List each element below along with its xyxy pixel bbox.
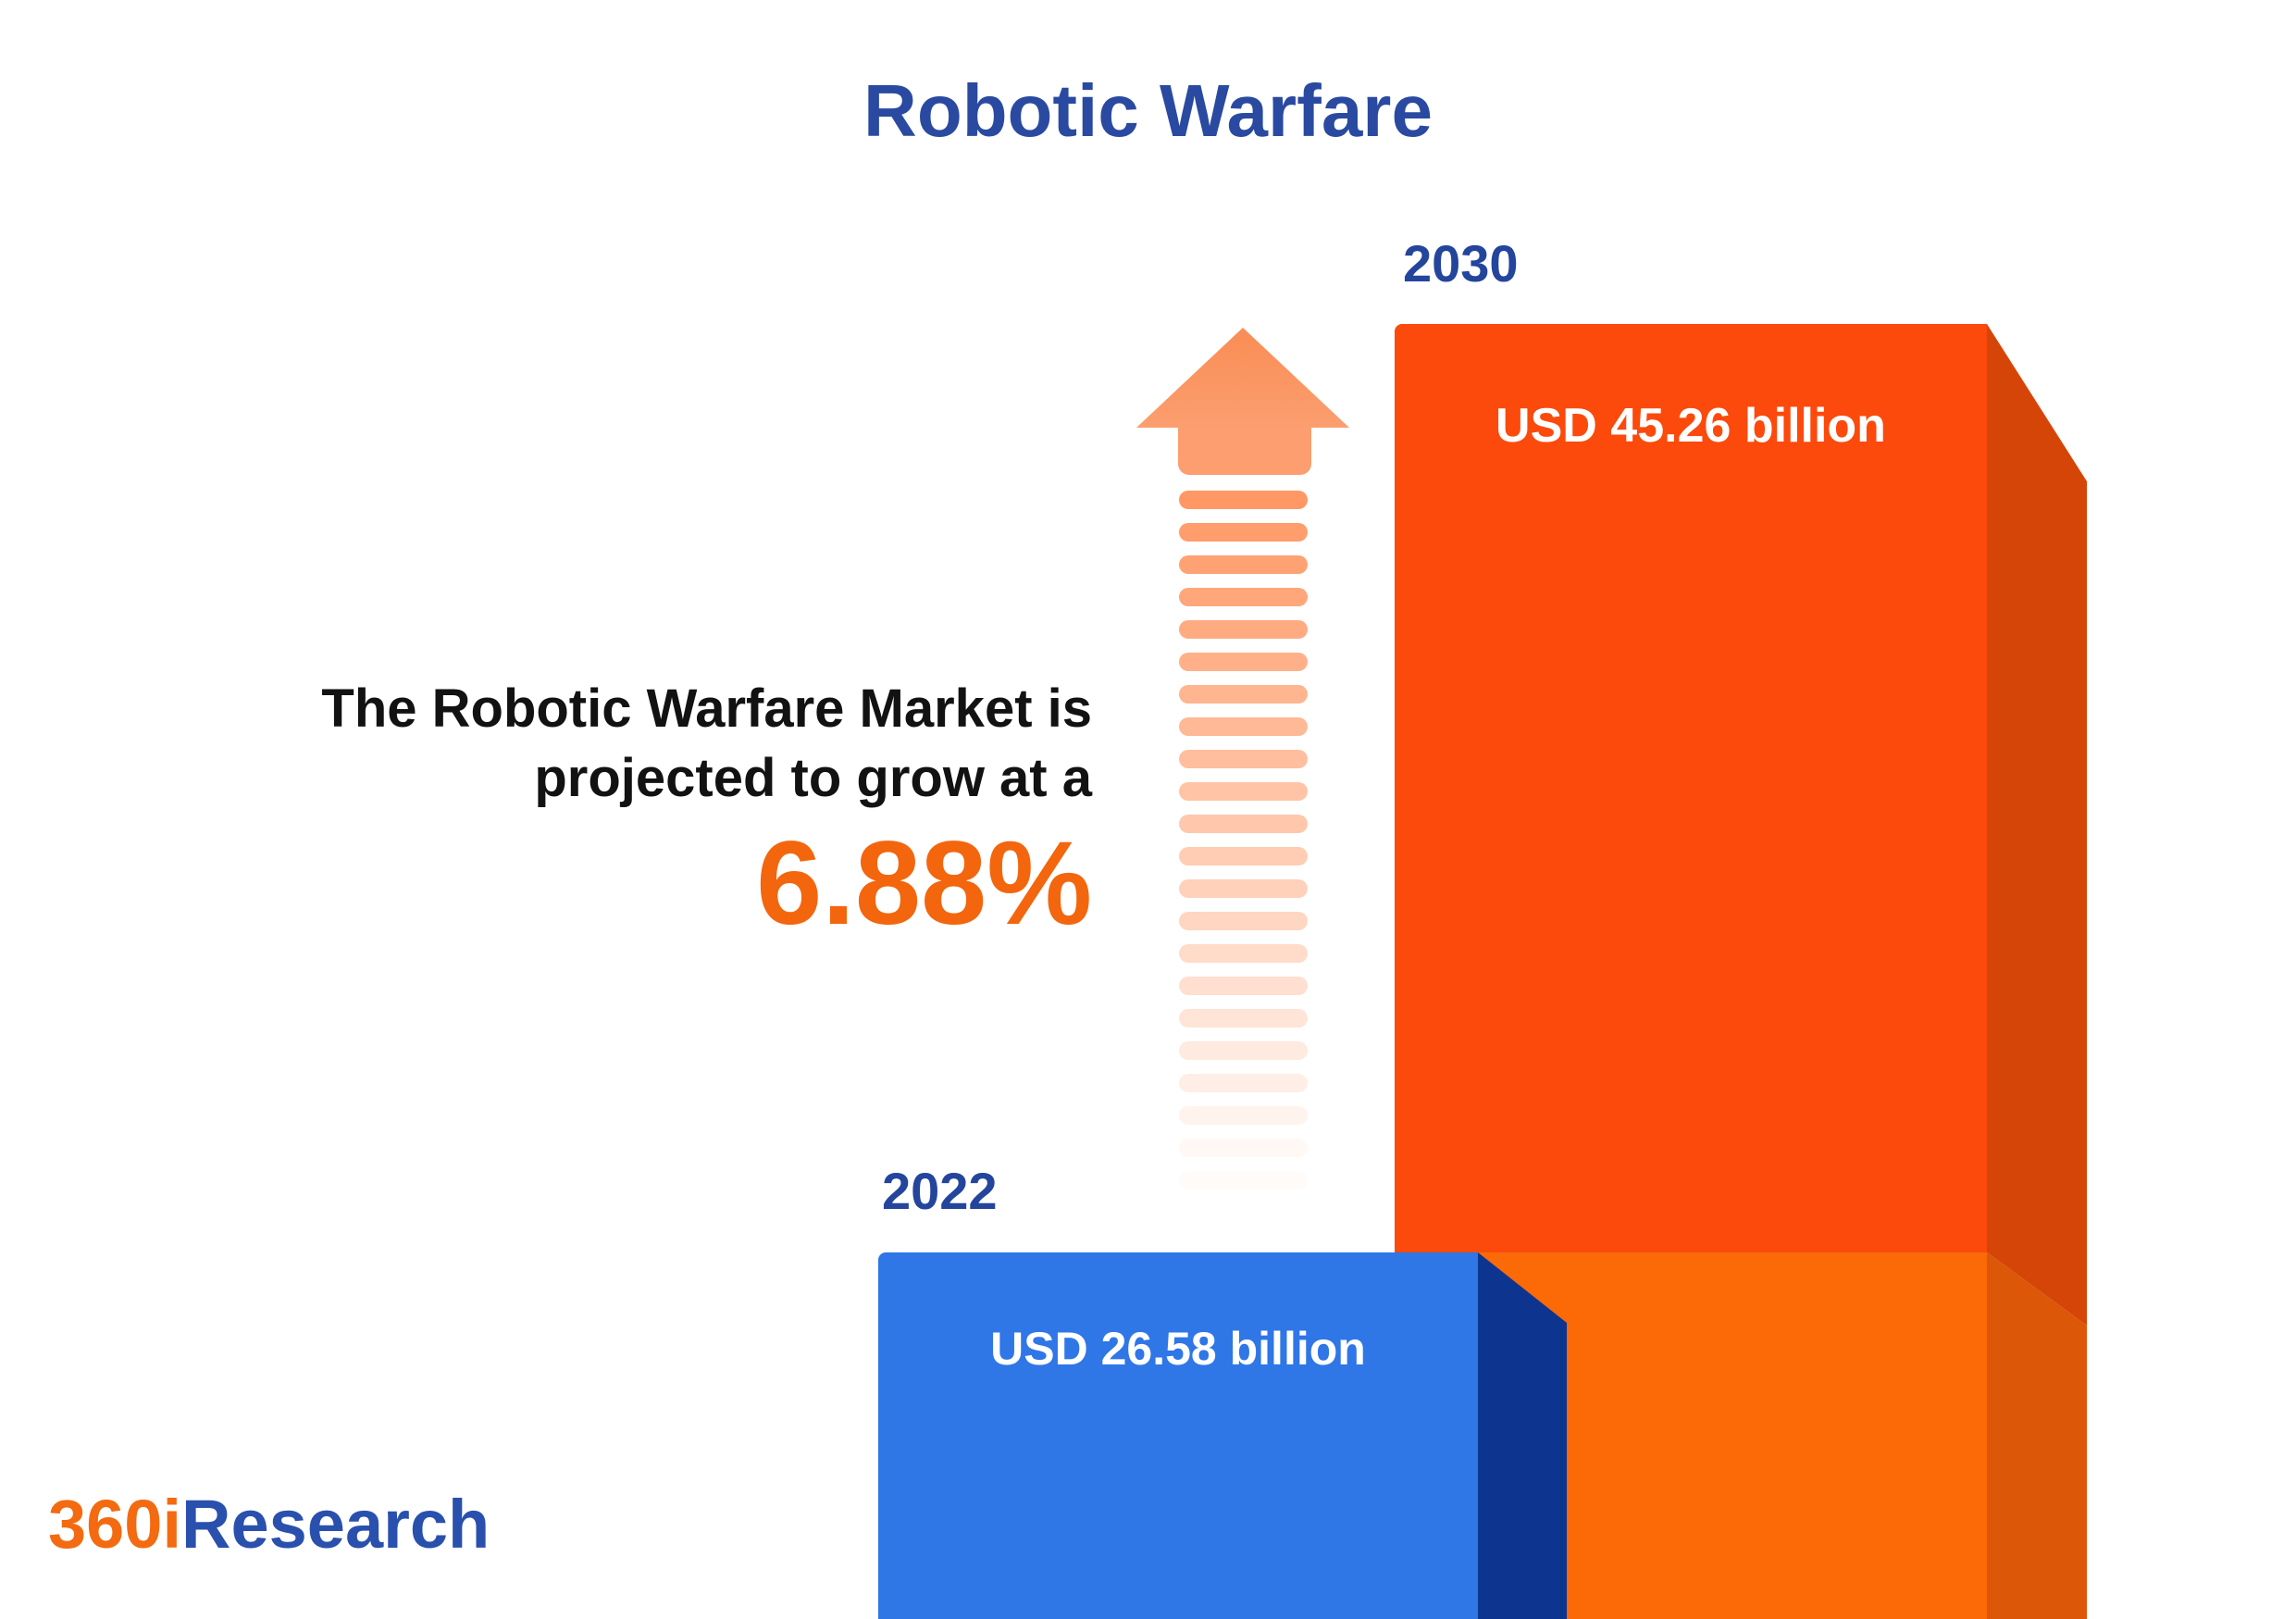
arrow-head-icon xyxy=(1136,328,1349,428)
logo-prefix: 360i xyxy=(48,1486,182,1563)
bar-2030-value-label: USD 45.26 billion xyxy=(1496,399,1886,453)
bar-2022-year-label: 2022 xyxy=(882,1162,998,1220)
growth-summary-line2: projected to grow at a xyxy=(534,748,1092,808)
arrow-dash xyxy=(1179,1106,1308,1125)
arrow-dash xyxy=(1179,491,1308,509)
arrow-dash xyxy=(1179,685,1308,704)
arrow-dash xyxy=(1179,879,1308,898)
bar-2022-value-label: USD 26.58 billion xyxy=(990,1323,1366,1375)
growth-rate-value: 6.88% xyxy=(756,817,1092,950)
logo: 360iResearch xyxy=(48,1485,490,1564)
bar-2022-front-face xyxy=(878,1252,1478,1619)
arrow-dash xyxy=(1179,588,1308,606)
arrow-dash xyxy=(1179,944,1308,963)
bar-2030-side-face-lower xyxy=(1987,1252,2087,1619)
growth-summary-line1: The Robotic Warfare Market is xyxy=(321,679,1092,739)
arrow-dash xyxy=(1179,1009,1308,1027)
arrow-dash xyxy=(1179,717,1308,736)
arrow-dash xyxy=(1179,1074,1308,1092)
arrow-neck xyxy=(1178,426,1311,475)
arrow-dash xyxy=(1179,782,1308,801)
bar-2030-side-face xyxy=(1987,324,2087,1326)
arrow-dash xyxy=(1179,847,1308,866)
logo-suffix: Research xyxy=(181,1486,490,1563)
growth-summary: The Robotic Warfare Market is projected … xyxy=(321,674,1092,944)
bar-2030-front-face xyxy=(1395,324,1987,1252)
arrow-dash xyxy=(1179,750,1308,768)
arrow-dash xyxy=(1179,555,1308,574)
arrow-dash xyxy=(1179,653,1308,671)
bar-2022-side-face xyxy=(1478,1252,1567,1619)
arrow-dash xyxy=(1179,1171,1308,1189)
arrow-dash xyxy=(1179,1041,1308,1060)
arrow-dash xyxy=(1179,1139,1308,1157)
bar-2030-year-label: 2030 xyxy=(1403,234,1519,293)
arrow-dash xyxy=(1179,815,1308,833)
page-title: Robotic Warfare xyxy=(863,69,1433,152)
arrow-dash xyxy=(1179,977,1308,995)
arrow-dash xyxy=(1179,912,1308,930)
arrow-dash xyxy=(1179,523,1308,542)
arrow-dash xyxy=(1179,620,1308,639)
